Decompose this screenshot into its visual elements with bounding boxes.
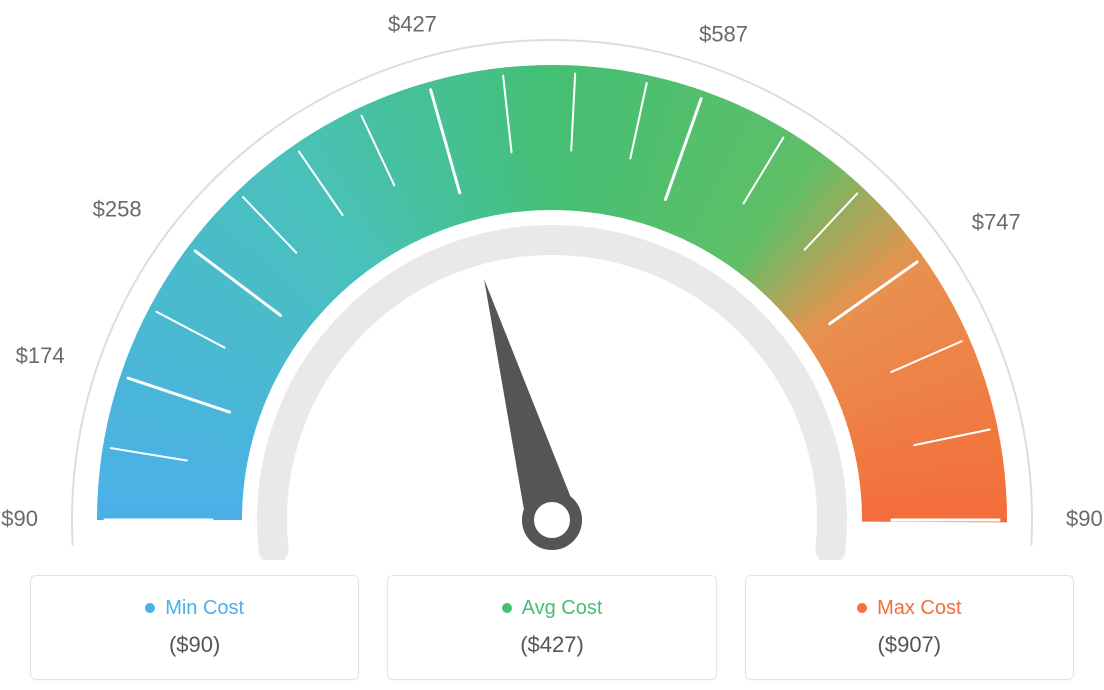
gauge-tick-label: $90 (1, 506, 38, 531)
legend-max-label-line: Max Cost (857, 598, 961, 618)
legend-max-label: Max Cost (877, 598, 961, 618)
legend-card-avg: Avg Cost ($427) (387, 575, 716, 680)
legend-min-label-line: Min Cost (145, 598, 244, 618)
dot-icon (502, 603, 512, 613)
gauge-needle-hub (528, 496, 576, 544)
gauge-needle (484, 279, 577, 527)
legend-avg-value: ($427) (520, 632, 584, 658)
gauge-tick-label: $258 (93, 197, 142, 222)
dot-icon (145, 603, 155, 613)
gauge-tick-label: $587 (699, 21, 748, 46)
dot-icon (857, 603, 867, 613)
legend-avg-label: Avg Cost (522, 598, 603, 618)
legend-row: Min Cost ($90) Avg Cost ($427) Max Cost … (30, 575, 1074, 680)
gauge-area: $90 $174 $258 $427 $587 $747 $907 (0, 0, 1104, 560)
chart-container: $90 $174 $258 $427 $587 $747 $907 Min Cost ($9… (0, 0, 1104, 690)
legend-card-min: Min Cost ($90) (30, 575, 359, 680)
cost-gauge: $90 $174 $258 $427 $587 $747 $907 (0, 0, 1104, 560)
gauge-tick-label: $907 (1066, 506, 1104, 531)
legend-avg-label-line: Avg Cost (502, 598, 603, 618)
legend-max-value: ($907) (878, 632, 942, 658)
gauge-tick-label: $174 (16, 343, 65, 368)
gauge-tick-label: $427 (388, 11, 437, 36)
legend-card-max: Max Cost ($907) (745, 575, 1074, 680)
legend-min-label: Min Cost (165, 598, 244, 618)
gauge-tick-label: $747 (972, 209, 1021, 234)
legend-min-value: ($90) (169, 632, 220, 658)
